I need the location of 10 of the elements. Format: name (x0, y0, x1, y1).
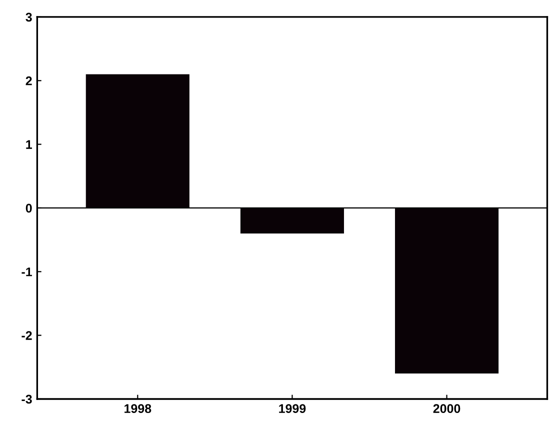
x-tick-label: 1998 (124, 404, 152, 414)
y-tick-label: -2 (22, 331, 32, 340)
y-tick-label: 1 (26, 140, 32, 149)
x-tick-label: 2000 (433, 404, 460, 414)
y-tick-label: -3 (22, 394, 32, 404)
y-tick-label: 2 (26, 76, 32, 86)
x-tick-label: 1999 (279, 404, 306, 414)
y-tick-label: -1 (22, 268, 32, 276)
y-tick-label: 0 (26, 204, 32, 213)
y-tick-label: 3 (26, 12, 32, 22)
